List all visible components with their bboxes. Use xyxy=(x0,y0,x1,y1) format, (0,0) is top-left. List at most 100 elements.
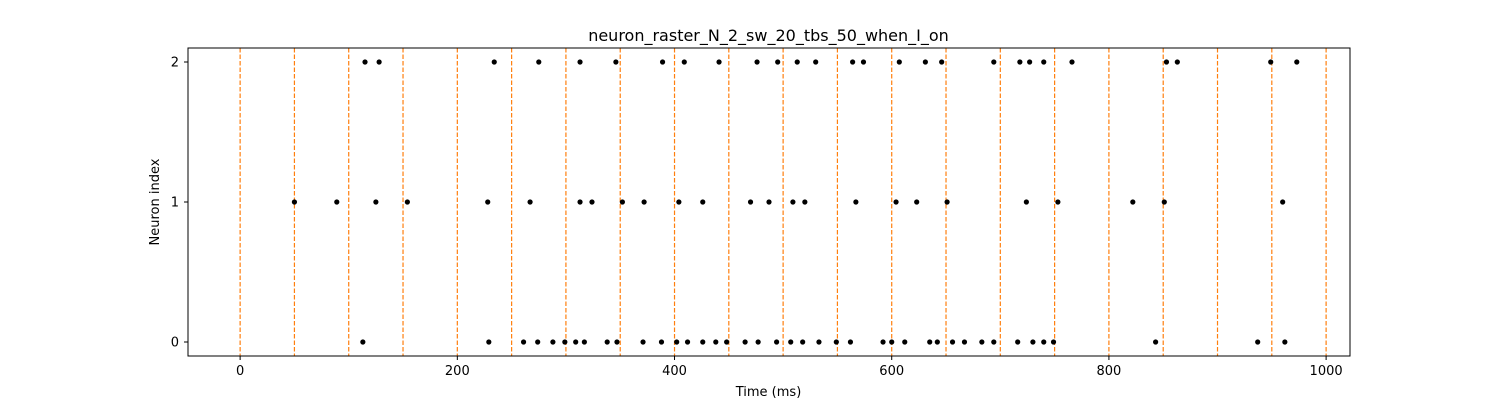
spike-point xyxy=(847,339,854,345)
spike-point xyxy=(362,59,368,65)
time-bin-markers xyxy=(239,48,1327,356)
spike-point xyxy=(754,59,760,65)
spike-point xyxy=(1041,339,1047,345)
spike-point xyxy=(939,59,945,65)
spike-point xyxy=(991,59,997,65)
spike-point xyxy=(961,339,968,345)
y-axis-ticks: 0 1 2 xyxy=(171,56,188,351)
spike-point xyxy=(716,59,722,65)
spike-point xyxy=(893,199,899,205)
spike-point xyxy=(658,339,665,345)
spike-point xyxy=(659,59,666,65)
spike-point xyxy=(802,199,808,205)
spike-point xyxy=(991,339,997,345)
spike-point xyxy=(550,339,556,345)
spike-point xyxy=(520,339,527,345)
spike-point xyxy=(747,199,754,205)
spike-point xyxy=(713,339,719,345)
x-axis-ticks: 0 200 400 600 800 1000 xyxy=(236,356,1343,379)
spike-point xyxy=(486,339,492,345)
x-tick-label: 400 xyxy=(662,364,687,379)
spike-point xyxy=(850,59,856,65)
spike-point xyxy=(794,59,800,65)
spike-point xyxy=(1163,59,1170,65)
spike-point xyxy=(1255,339,1261,345)
spike-point xyxy=(724,339,730,345)
spike-point xyxy=(944,199,950,205)
spike-point xyxy=(577,199,583,205)
spike-point xyxy=(1015,339,1021,345)
spike-point xyxy=(491,59,497,65)
spike-point xyxy=(681,59,687,65)
spike-point xyxy=(613,59,619,65)
spike-point xyxy=(979,339,985,345)
spike-point xyxy=(1174,59,1180,65)
y-axis-label: Neuron index xyxy=(148,158,163,245)
spike-point xyxy=(676,199,682,205)
spike-point xyxy=(790,199,796,205)
spike-point xyxy=(604,339,610,345)
spike-point xyxy=(1055,199,1061,205)
spike-point xyxy=(1280,199,1286,205)
spike-point xyxy=(291,199,298,205)
spike-point xyxy=(927,339,933,345)
x-tick-label: 600 xyxy=(879,364,904,379)
spike-point xyxy=(1161,199,1167,205)
spike-point xyxy=(614,339,620,345)
spike-point xyxy=(775,59,781,65)
spike-point xyxy=(1130,199,1136,205)
x-tick-label: 800 xyxy=(1096,364,1121,379)
spike-point xyxy=(1153,339,1159,345)
spike-point xyxy=(700,199,706,205)
spike-point xyxy=(1027,59,1033,65)
spike-point xyxy=(360,339,366,345)
y-tick-label: 2 xyxy=(171,56,179,71)
spike-point xyxy=(774,339,780,345)
spike-point xyxy=(922,59,928,65)
spike-point xyxy=(404,199,410,205)
spike-point xyxy=(788,339,794,345)
spike-point xyxy=(880,339,886,345)
x-axis-label: Time (ms) xyxy=(735,385,802,400)
spike-point xyxy=(1050,339,1057,345)
spike-point xyxy=(766,199,772,205)
spike-point xyxy=(1017,59,1023,65)
spike-point xyxy=(1069,59,1075,65)
spike-point xyxy=(755,339,761,345)
spike-point xyxy=(816,339,822,345)
y-tick-label: 0 xyxy=(171,336,179,351)
spike-point xyxy=(684,339,691,345)
y-tick-label: 1 xyxy=(171,196,179,211)
spike-point xyxy=(376,59,382,65)
spike-point xyxy=(535,339,541,345)
spike-point xyxy=(334,199,340,205)
spike-point xyxy=(573,339,579,345)
spike-point xyxy=(562,339,568,345)
spike-point xyxy=(1041,59,1047,65)
spike-point xyxy=(1030,339,1036,345)
spike-point xyxy=(853,199,859,205)
spike-point xyxy=(742,339,748,345)
spike-point xyxy=(527,199,533,205)
spike-point xyxy=(536,59,542,65)
spike-point xyxy=(833,339,839,345)
x-tick-label: 1000 xyxy=(1310,364,1343,379)
spike-point xyxy=(1268,59,1274,65)
spike-point xyxy=(674,339,680,345)
x-tick-label: 0 xyxy=(236,364,244,379)
spike-point xyxy=(902,339,908,345)
spike-point xyxy=(813,59,819,65)
spike-point xyxy=(373,199,379,205)
spike-point xyxy=(896,59,902,65)
spike-point xyxy=(577,59,583,65)
spike-point xyxy=(889,339,895,345)
spike-point xyxy=(1282,339,1288,345)
spike-point xyxy=(800,339,806,345)
spike-point xyxy=(589,199,595,205)
spike-point xyxy=(619,199,625,205)
spike-point xyxy=(860,59,867,65)
spike-markers xyxy=(291,59,1300,345)
spike-point xyxy=(934,339,940,345)
spike-point xyxy=(700,339,706,345)
